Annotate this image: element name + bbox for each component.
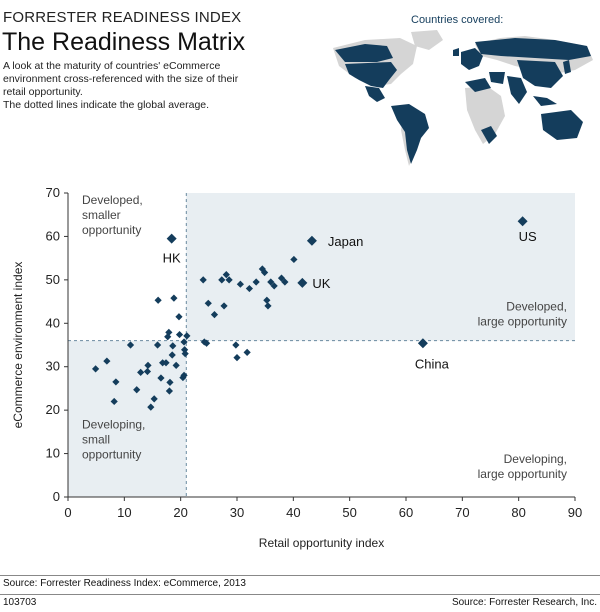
data-point [154, 296, 162, 304]
data-point [126, 341, 135, 349]
quadrant-label: Developed, [82, 193, 143, 207]
x-tick-label: 80 [511, 505, 525, 520]
quadrant-label: large opportunity [478, 467, 567, 481]
data-point [170, 294, 178, 302]
page-title: The Readiness Matrix [2, 28, 246, 56]
data-point [175, 313, 183, 321]
data-point [153, 341, 162, 349]
x-tick-label: 50 [342, 505, 356, 520]
description-line: A look at the maturity of countries' eCo… [3, 60, 221, 72]
developing-small-shade [68, 340, 187, 497]
y-axis-label: eCommerce environment index [11, 262, 25, 429]
x-tick-label: 60 [399, 505, 413, 520]
data-point [263, 296, 271, 304]
data-point [172, 361, 180, 370]
y-tick-label: 0 [53, 489, 60, 504]
x-axis-label: Retail opportunity index [259, 536, 384, 550]
quadrant-label: Developing, [504, 452, 567, 466]
data-point [232, 341, 240, 349]
world-map [333, 30, 593, 166]
data-point [183, 332, 191, 340]
y-tick-label: 60 [46, 228, 60, 243]
source-credit: Source: Forrester Research, Inc. [451, 597, 597, 608]
labeled-point [166, 233, 177, 244]
x-tick-label: 30 [230, 505, 244, 520]
x-tick-label: 90 [568, 505, 582, 520]
description-line: environment cross-referenced with the si… [3, 73, 239, 85]
labeled-point [517, 216, 528, 227]
y-tick-label: 50 [46, 272, 60, 287]
data-point [181, 350, 189, 358]
x-tick-label: 40 [286, 505, 300, 520]
data-point [175, 330, 184, 339]
data-point [133, 386, 141, 394]
data-point [92, 365, 100, 373]
data-point [165, 387, 173, 395]
data-point [168, 351, 176, 359]
point-label: UK [312, 276, 330, 291]
y-tick-label: 20 [46, 402, 60, 417]
y-tick-label: 30 [46, 359, 60, 374]
developed-large-shade [186, 193, 576, 341]
covered-countries [335, 38, 591, 164]
footer-divider [0, 575, 600, 576]
data-point [258, 265, 266, 273]
x-tick-label: 0 [64, 505, 71, 520]
description-line: retail opportunity. [3, 86, 83, 98]
plot-layer: 0 10 20 30 40 50 60 70 0 10 20 30 40 50 60 70 80 90 Retail… [11, 185, 582, 550]
data-point [150, 395, 158, 403]
data-point [277, 274, 286, 282]
quadrant-label: Developing, [82, 418, 145, 432]
point-label: US [519, 229, 537, 244]
x-tick-label: 70 [455, 505, 469, 520]
data-point [144, 361, 152, 370]
labeled-point [417, 338, 428, 349]
figure-code: 103703 [3, 597, 37, 608]
data-point [110, 397, 118, 406]
point-label: HK [163, 251, 181, 266]
quadrant-label: Developed, [506, 300, 567, 314]
x-tick-label: 20 [173, 505, 187, 520]
footer-divider [0, 594, 600, 595]
header-kicker: FORRESTER READINESS INDEX [3, 9, 242, 26]
quadrant-label: smaller [82, 208, 121, 222]
data-point [147, 403, 155, 411]
y-tick-label: 10 [46, 446, 60, 461]
data-point [165, 328, 173, 337]
labeled-point [297, 277, 308, 288]
point-label: China [415, 356, 450, 371]
data-point [267, 278, 275, 286]
data-point [137, 368, 145, 376]
point-label: Japan [328, 234, 363, 249]
data-point [162, 359, 170, 367]
data-point [281, 278, 289, 286]
chart-description: A look at the maturity of countries' eCo… [3, 60, 293, 112]
y-tick-label: 70 [46, 185, 60, 200]
quadrant-label: small [82, 433, 110, 447]
data-point [233, 353, 241, 362]
data-point [166, 378, 174, 386]
readiness-matrix-chart: 0 10 20 30 40 50 60 70 0 10 20 30 40 50 60 70 80 90 Retail… [11, 185, 582, 550]
description-line: The dotted lines indicate the global ave… [3, 99, 210, 111]
quadrant-label: opportunity [82, 448, 141, 462]
x-tick-label: 10 [117, 505, 131, 520]
map-label: Countries covered: [411, 14, 504, 26]
labeled-point [306, 235, 317, 246]
data-point [243, 348, 251, 356]
quadrant-label: opportunity [82, 223, 141, 237]
y-tick-label: 40 [46, 315, 60, 330]
data-point [270, 282, 278, 290]
source-note: Source: Forrester Readiness Index: eComm… [3, 578, 246, 589]
quadrant-label: large opportunity [478, 315, 567, 329]
